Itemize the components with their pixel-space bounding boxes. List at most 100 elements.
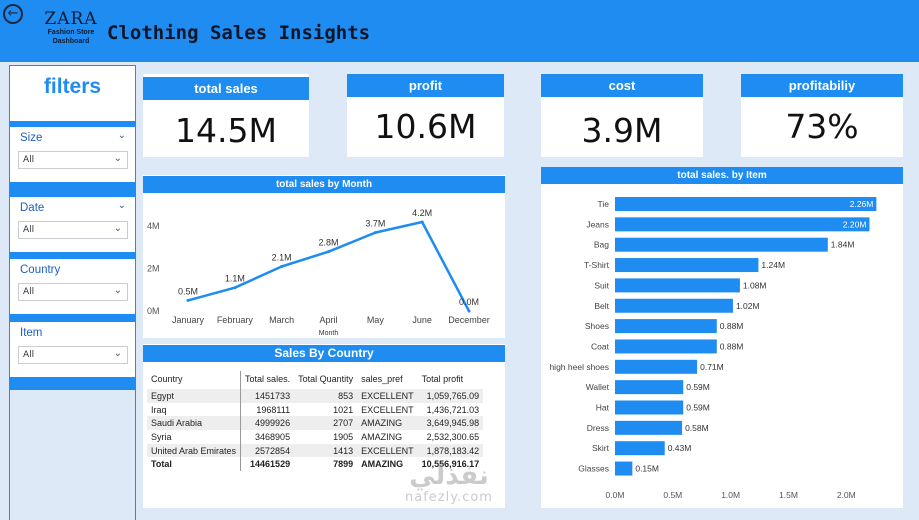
table-cell: Syria (151, 431, 172, 442)
bar (615, 420, 683, 435)
data-point (186, 298, 190, 302)
category-label: Belt (594, 301, 609, 311)
size-dropdown-value: All (23, 155, 35, 165)
table-cell: 7899 (333, 459, 354, 470)
table-cell: 1905 (333, 431, 354, 442)
table-cell: 1021 (333, 404, 354, 415)
top-bar: ← ZARA Fashion Store Dashboard Clothing … (0, 0, 919, 62)
category-label: T-Shirt (584, 260, 610, 270)
date-dropdown-value: All (23, 225, 35, 235)
category-label: Glasses (578, 464, 609, 474)
table-total-row: Total 14461529 7899 AMAZING 10,556,916.1… (147, 457, 483, 472)
category-label: Wallet (586, 382, 610, 392)
table-cell: Total (151, 459, 172, 470)
collapse-chevron-icon[interactable]: ⌄ (117, 200, 126, 211)
kpi-value: 73% (785, 107, 859, 146)
sales-by-month-panel: total sales by Month 0M 2M 4M 0.5M 1.1M 2.1M 2… (143, 175, 505, 338)
logo-subtitle-1: Fashion Store (47, 29, 95, 36)
table-cell: 1,878,183.42 (417, 443, 484, 458)
category-label: high heel shoes (549, 362, 609, 372)
bar (615, 400, 684, 415)
country-dropdown[interactable]: All ⌄ (18, 283, 128, 301)
kpi-label: profit (347, 74, 504, 97)
table-cell: 3468905 (240, 430, 295, 444)
table-cell: 1,436,721.03 (426, 404, 480, 415)
column-header[interactable]: sales_pref (361, 374, 403, 384)
collapse-chevron-icon[interactable]: ⌄ (117, 130, 126, 141)
back-arrow-icon[interactable]: ← (3, 4, 23, 24)
category-label: Hat (596, 403, 610, 413)
dashboard-title: Clothing Sales Insights (107, 22, 371, 44)
data-point (280, 265, 284, 268)
table-cell: 1451733 (240, 389, 295, 403)
watermark: نفذلي nafezly.com (405, 462, 493, 505)
kpi-value: 10.6M (374, 107, 477, 146)
table-cell: 3,649,945.98 (417, 416, 484, 431)
sales-by-month-title: total sales by Month (143, 176, 505, 193)
data-label: 1.02M (736, 301, 760, 311)
table-row: United Arab Emirates 2572854 1413 EXCELL… (147, 443, 484, 458)
item-dropdown-value: All (23, 350, 35, 360)
data-label: 0.59M (686, 403, 710, 413)
category-label: Tie (598, 199, 610, 209)
country-dropdown-value: All (23, 287, 35, 297)
size-dropdown[interactable]: All ⌄ (18, 151, 128, 169)
category-label: Coat (591, 341, 610, 351)
x-tick-label: March (269, 315, 294, 325)
item-dropdown[interactable]: All ⌄ (18, 346, 128, 364)
kpi-label: total sales (143, 77, 309, 100)
brand-logo: ZARA Fashion Store Dashboard (41, 10, 101, 46)
country-slicer: Country All ⌄ (10, 259, 135, 314)
table-cell: EXCELLENT (361, 404, 414, 415)
kpi-label: cost (541, 74, 703, 97)
table-cell: AMAZING (361, 459, 404, 470)
x-tick-label: 1.5M (779, 490, 798, 500)
filters-header: filters (10, 66, 135, 121)
sales-by-item-panel: total sales. by Item Tie 2.26M Jeans 2.20M B… (541, 167, 903, 508)
table-cell: AMAZING (361, 431, 403, 442)
table-row: Iraq 1968111 1021 EXCELLENT 1,436,721.03 (147, 402, 483, 417)
data-label: 1.08M (743, 280, 767, 290)
item-slicer-label: Item (20, 327, 43, 339)
column-header[interactable]: Country (151, 374, 183, 384)
table-cell: 2707 (294, 416, 358, 431)
category-label: Dress (587, 423, 609, 433)
bar (615, 278, 740, 293)
kpi-value: 14.5M (175, 111, 277, 150)
data-label: 2.20M (843, 219, 867, 229)
kpi-card-total-sales: total sales 14.5M (143, 74, 309, 157)
bar (615, 298, 733, 313)
x-tick-label: April (319, 315, 337, 325)
table-cell: 14461529 (240, 457, 295, 472)
table-cell: 2,532,300.65 (426, 431, 480, 442)
data-label: 0.43M (668, 443, 692, 453)
sales-by-country-title: Sales By Country (143, 345, 505, 362)
column-header[interactable]: Total profit (421, 374, 464, 384)
filters-sidebar: filters Size ⌄ All ⌄ Date ⌄ All ⌄ Countr… (9, 65, 136, 520)
date-dropdown[interactable]: All ⌄ (18, 221, 128, 239)
column-header[interactable]: Total Quantity (298, 374, 354, 384)
data-label: 1.1M (225, 274, 245, 284)
sidebar-empty-area (10, 390, 135, 520)
data-label: 0.58M (685, 423, 709, 433)
category-label: Suit (594, 280, 609, 290)
chevron-down-icon: ⌄ (113, 223, 122, 234)
data-label: 0.15M (635, 464, 659, 474)
sales-line-series (187, 220, 471, 312)
column-header[interactable]: Total sales. (240, 371, 295, 389)
table-cell: Egypt (147, 389, 241, 403)
bar (615, 217, 870, 232)
table-row: Egypt 1451733 853 EXCELLENT 1,059,765.09 (147, 389, 484, 403)
watermark-latin: nafezly.com (405, 490, 493, 505)
x-tick-label: February (217, 315, 254, 325)
size-slicer-label: Size (20, 132, 43, 144)
table-cell: 853 (294, 389, 358, 403)
data-label: 4.2M (412, 208, 432, 218)
logo-subtitle-2: Dashboard (52, 38, 90, 45)
category-label: Bag (594, 240, 609, 250)
category-label: Skirt (592, 443, 610, 453)
x-tick-label: January (172, 315, 205, 325)
data-point (327, 250, 330, 254)
data-label: 0.59M (686, 382, 710, 392)
x-axis-title: Month (319, 330, 339, 337)
